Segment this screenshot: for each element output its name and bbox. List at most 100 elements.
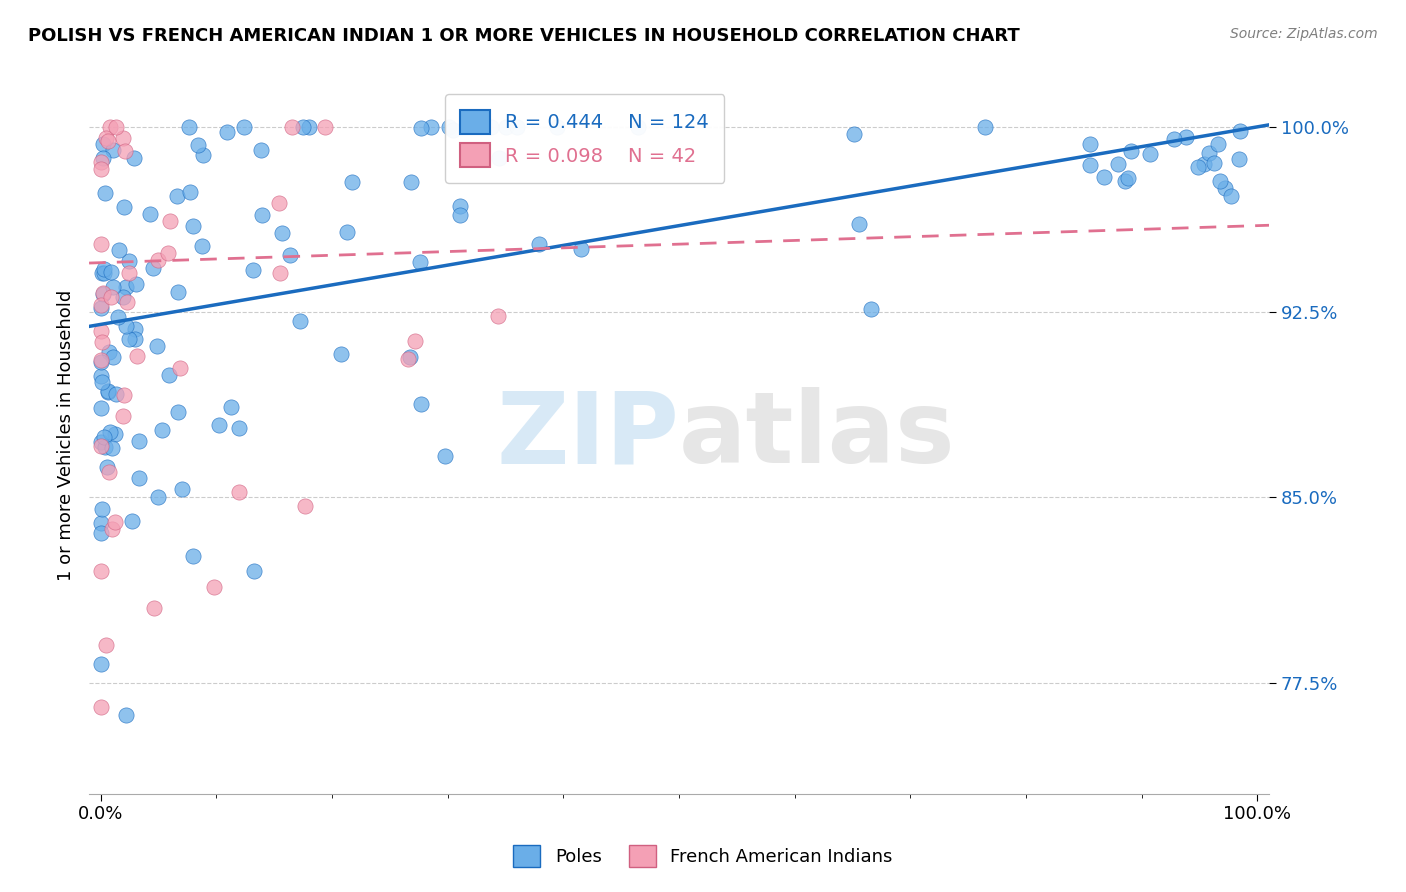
Point	[404, 334, 426, 349]
Point	[117, 254, 139, 268]
Point	[449, 208, 471, 222]
Point	[1187, 160, 1209, 174]
Text: POLISH VS FRENCH AMERICAN INDIAN 1 OR MORE VEHICLES IN HOUSEHOLD CORRELATION CHA: POLISH VS FRENCH AMERICAN INDIAN 1 OR MO…	[28, 27, 1019, 45]
Point	[96, 459, 118, 474]
Point	[278, 248, 301, 262]
Point	[111, 131, 134, 145]
Point	[90, 155, 112, 169]
Point	[449, 199, 471, 213]
Point	[97, 385, 120, 400]
Point	[193, 148, 215, 162]
Point	[103, 279, 125, 293]
Point	[627, 120, 650, 134]
Point	[121, 514, 143, 528]
Point	[94, 440, 117, 454]
Point	[166, 189, 188, 203]
Point	[409, 397, 432, 411]
Point	[399, 175, 422, 189]
Point	[146, 338, 169, 352]
Point	[159, 214, 181, 228]
Point	[148, 490, 170, 504]
Point	[98, 425, 121, 440]
Point	[90, 162, 112, 177]
Point	[1175, 130, 1198, 145]
Point	[114, 319, 136, 334]
Point	[1114, 174, 1136, 188]
Point	[842, 128, 865, 142]
Point	[101, 350, 124, 364]
Point	[105, 120, 128, 134]
Point	[90, 700, 112, 714]
Point	[250, 143, 273, 157]
Point	[112, 200, 135, 214]
Point	[488, 151, 510, 165]
Point	[434, 449, 457, 463]
Point	[124, 322, 146, 336]
Point	[506, 120, 529, 134]
Point	[269, 266, 291, 280]
Point	[191, 239, 214, 253]
Point	[98, 120, 121, 134]
Point	[90, 439, 112, 453]
Point	[91, 502, 114, 516]
Point	[437, 120, 460, 134]
Point	[146, 253, 169, 268]
Point	[142, 261, 165, 276]
Point	[1116, 170, 1139, 185]
Point	[100, 265, 122, 279]
Point	[486, 310, 509, 324]
Point	[1215, 180, 1237, 194]
Point	[90, 266, 112, 280]
Point	[1078, 136, 1101, 151]
Point	[340, 175, 363, 189]
Point	[546, 120, 568, 134]
Point	[187, 138, 209, 153]
Point	[172, 482, 194, 496]
Point	[974, 120, 997, 134]
Point	[1107, 157, 1129, 171]
Point	[1092, 169, 1115, 184]
Point	[1078, 158, 1101, 172]
Point	[183, 219, 205, 233]
Point	[100, 522, 122, 536]
Point	[232, 120, 254, 134]
Point	[91, 375, 114, 389]
Point	[228, 485, 250, 500]
Point	[1209, 174, 1232, 188]
Point	[112, 388, 135, 402]
Point	[1204, 156, 1226, 170]
Point	[90, 237, 112, 252]
Point	[90, 401, 112, 415]
Point	[91, 151, 114, 165]
Point	[167, 285, 190, 300]
Point	[90, 657, 112, 671]
Point	[441, 123, 464, 137]
Point	[97, 134, 120, 148]
Point	[1139, 147, 1161, 161]
Point	[104, 387, 127, 401]
Point	[90, 298, 112, 312]
Point	[107, 310, 129, 324]
Point	[98, 345, 121, 359]
Point	[179, 186, 201, 200]
Point	[112, 290, 135, 304]
Point	[111, 409, 134, 424]
Point	[91, 137, 114, 152]
Point	[90, 301, 112, 315]
Point	[93, 430, 115, 444]
Point	[859, 302, 882, 317]
Point	[228, 421, 250, 435]
Point	[479, 120, 502, 134]
Point	[242, 263, 264, 277]
Point	[243, 564, 266, 578]
Point	[291, 120, 314, 134]
Point	[271, 226, 294, 240]
Point	[215, 125, 238, 139]
Point	[90, 353, 112, 368]
Point	[104, 427, 127, 442]
Point	[93, 262, 115, 277]
Point	[281, 120, 304, 134]
Point	[1227, 153, 1250, 167]
Point	[93, 285, 115, 300]
Point	[294, 499, 316, 513]
